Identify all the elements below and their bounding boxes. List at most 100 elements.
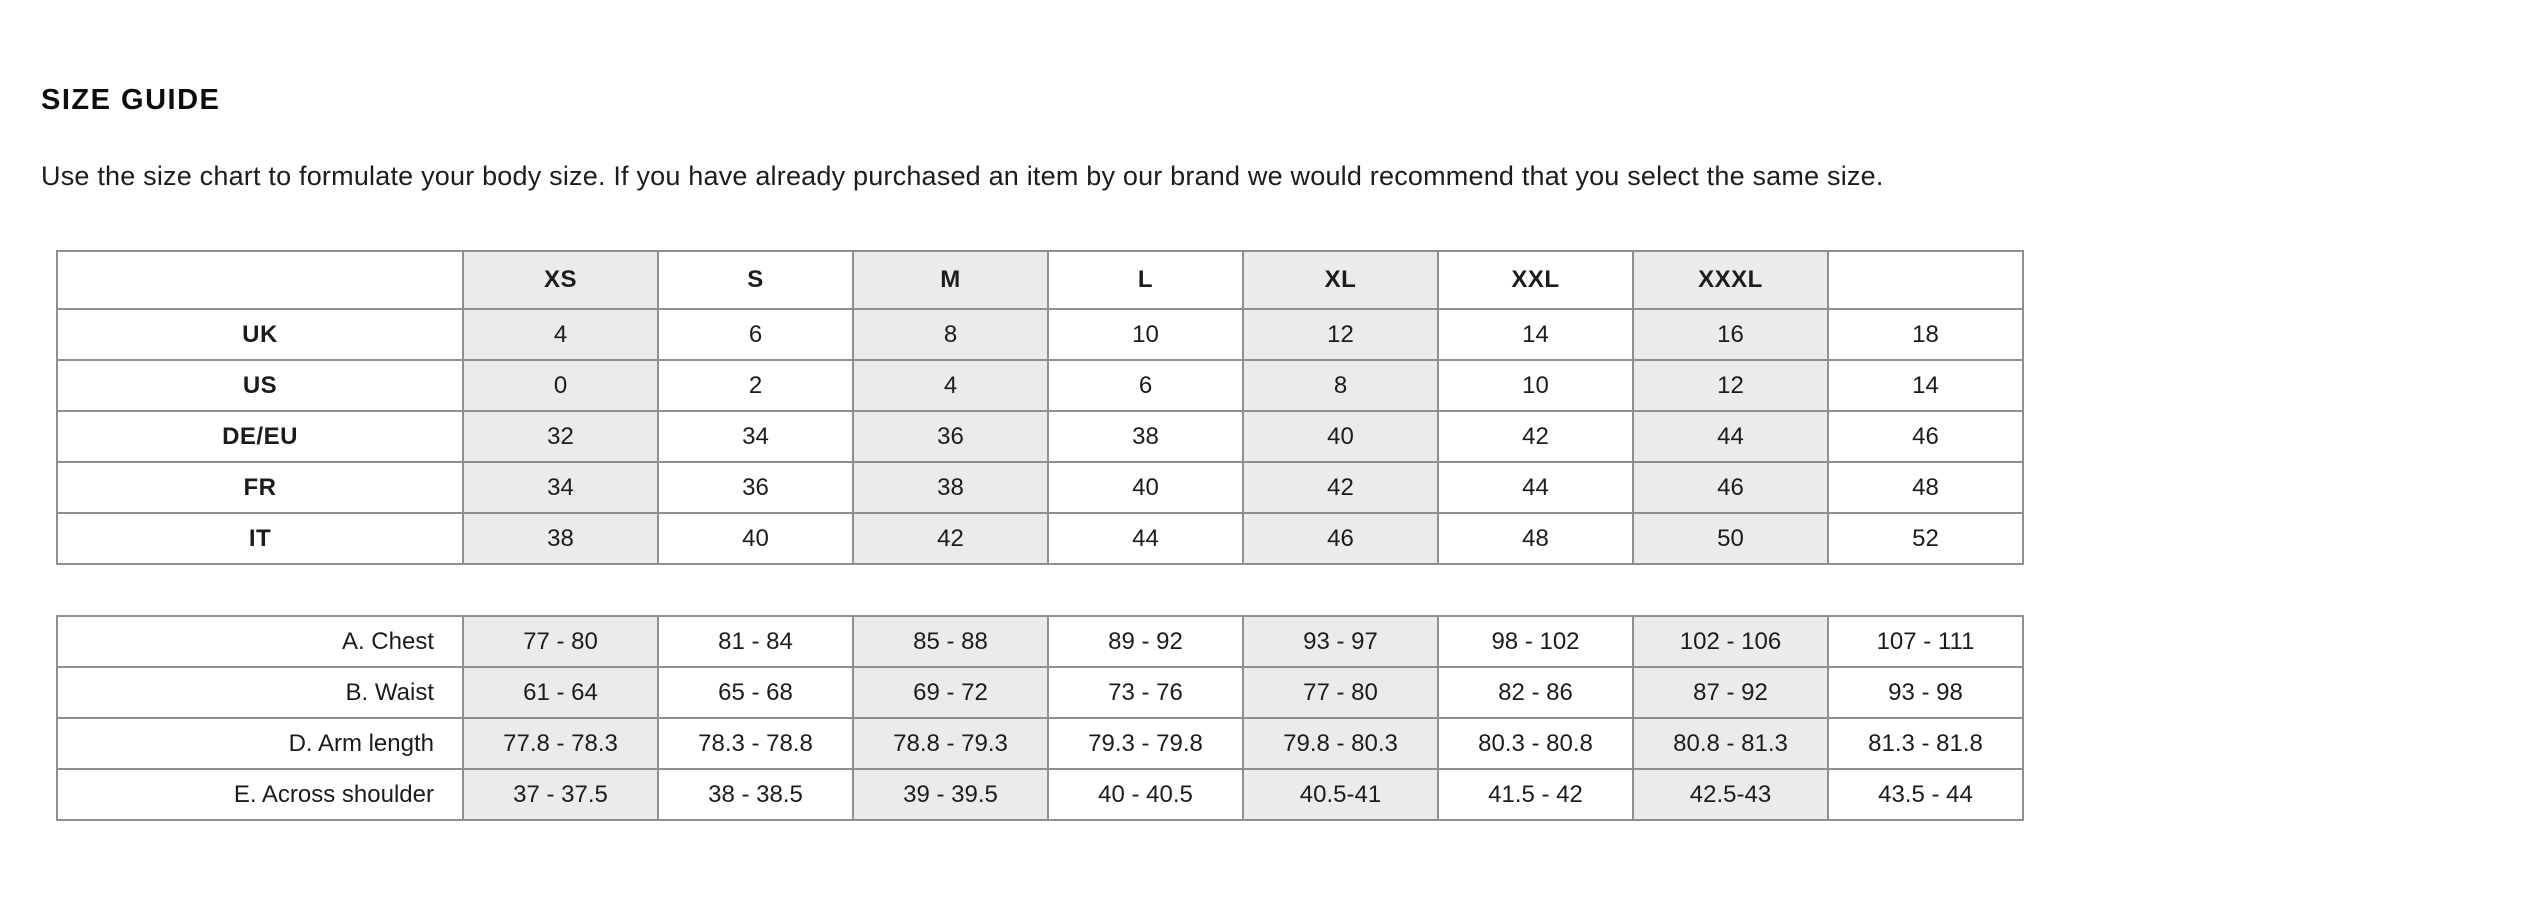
region-label: UK bbox=[56, 308, 464, 361]
size-column-header: M bbox=[852, 250, 1049, 310]
size-value-cell: 40 bbox=[1242, 410, 1439, 463]
size-value-cell: 12 bbox=[1632, 359, 1829, 412]
measurement-value-cell: 87 - 92 bbox=[1632, 666, 1829, 719]
size-value-cell: 14 bbox=[1437, 308, 1634, 361]
size-value-cell: 44 bbox=[1437, 461, 1634, 514]
measurement-value-cell: 79.8 - 80.3 bbox=[1242, 717, 1439, 770]
size-guide-page: SIZE GUIDE Use the size chart to formula… bbox=[41, 84, 2024, 821]
size-value-cell: 32 bbox=[462, 410, 659, 463]
size-value-cell: 48 bbox=[1827, 461, 2024, 514]
measurement-value-cell: 107 - 111 bbox=[1827, 615, 2024, 668]
body-measurement-table: A. Chest 77 - 80 81 - 84 85 - 88 89 - 92 93 -… bbox=[56, 615, 2024, 821]
size-value-cell: 52 bbox=[1827, 512, 2024, 565]
measurement-value-cell: 98 - 102 bbox=[1437, 615, 1634, 668]
measurement-value-cell: 42.5-43 bbox=[1632, 768, 1829, 821]
region-label: IT bbox=[56, 512, 464, 565]
size-value-cell: 34 bbox=[657, 410, 854, 463]
size-header-row: XS S M L XL XXL XXXL bbox=[56, 250, 2024, 310]
measurement-value-cell: 37 - 37.5 bbox=[462, 768, 659, 821]
size-value-cell: 38 bbox=[462, 512, 659, 565]
size-column-header: XXXL bbox=[1632, 250, 1829, 310]
size-value-cell: 2 bbox=[657, 359, 854, 412]
measurement-value-cell: 39 - 39.5 bbox=[852, 768, 1049, 821]
size-value-cell: 10 bbox=[1047, 308, 1244, 361]
measurement-value-cell: 61 - 64 bbox=[462, 666, 659, 719]
measurement-value-cell: 78.8 - 79.3 bbox=[852, 717, 1049, 770]
size-value-cell: 48 bbox=[1437, 512, 1634, 565]
table-row: US 0 2 4 6 8 10 12 14 bbox=[56, 359, 2024, 412]
intro-text: Use the size chart to formulate your bod… bbox=[41, 161, 1884, 191]
size-value-cell: 40 bbox=[1047, 461, 1244, 514]
size-value-cell: 10 bbox=[1437, 359, 1634, 412]
region-label: US bbox=[56, 359, 464, 412]
size-value-cell: 0 bbox=[462, 359, 659, 412]
measurement-value-cell: 38 - 38.5 bbox=[657, 768, 854, 821]
size-value-cell: 6 bbox=[1047, 359, 1244, 412]
measurement-value-cell: 93 - 97 bbox=[1242, 615, 1439, 668]
table-row: B. Waist 61 - 64 65 - 68 69 - 72 73 - 76 77 -… bbox=[56, 666, 2024, 719]
measurement-value-cell: 81.3 - 81.8 bbox=[1827, 717, 2024, 770]
size-column-header: S bbox=[657, 250, 854, 310]
empty-header-cell bbox=[1827, 250, 2024, 310]
measurement-value-cell: 78.3 - 78.8 bbox=[657, 717, 854, 770]
table-row: A. Chest 77 - 80 81 - 84 85 - 88 89 - 92 93 -… bbox=[56, 615, 2024, 668]
size-value-cell: 8 bbox=[852, 308, 1049, 361]
size-value-cell: 44 bbox=[1047, 512, 1244, 565]
measurement-value-cell: 77 - 80 bbox=[1242, 666, 1439, 719]
size-value-cell: 44 bbox=[1632, 410, 1829, 463]
page-title: SIZE GUIDE bbox=[41, 84, 221, 116]
size-value-cell: 6 bbox=[657, 308, 854, 361]
table-row: DE/EU 32 34 36 38 40 42 44 46 bbox=[56, 410, 2024, 463]
size-conversion-table: XS S M L XL XXL XXXL UK 4 6 8 10 12 14 16 18 US 0 2 4 6 8 10 1… bbox=[56, 250, 2024, 565]
measurement-value-cell: 80.3 - 80.8 bbox=[1437, 717, 1634, 770]
size-value-cell: 38 bbox=[852, 461, 1049, 514]
table-row: UK 4 6 8 10 12 14 16 18 bbox=[56, 308, 2024, 361]
size-column-header: L bbox=[1047, 250, 1244, 310]
measurement-value-cell: 77.8 - 78.3 bbox=[462, 717, 659, 770]
measurement-value-cell: 81 - 84 bbox=[657, 615, 854, 668]
measurement-value-cell: 85 - 88 bbox=[852, 615, 1049, 668]
size-value-cell: 38 bbox=[1047, 410, 1244, 463]
measurement-value-cell: 69 - 72 bbox=[852, 666, 1049, 719]
size-column-header: XL bbox=[1242, 250, 1439, 310]
measurement-value-cell: 89 - 92 bbox=[1047, 615, 1244, 668]
size-value-cell: 34 bbox=[462, 461, 659, 514]
table-row: E. Across shoulder 37 - 37.5 38 - 38.5 39 -… bbox=[56, 768, 2024, 821]
size-value-cell: 4 bbox=[852, 359, 1049, 412]
measurement-value-cell: 77 - 80 bbox=[462, 615, 659, 668]
size-value-cell: 8 bbox=[1242, 359, 1439, 412]
measurement-value-cell: 40 - 40.5 bbox=[1047, 768, 1244, 821]
measurement-value-cell: 40.5-41 bbox=[1242, 768, 1439, 821]
size-value-cell: 42 bbox=[852, 512, 1049, 565]
measurement-value-cell: 93 - 98 bbox=[1827, 666, 2024, 719]
table-row: IT 38 40 42 44 46 48 50 52 bbox=[56, 512, 2024, 565]
size-value-cell: 46 bbox=[1632, 461, 1829, 514]
size-value-cell: 36 bbox=[852, 410, 1049, 463]
size-value-cell: 42 bbox=[1242, 461, 1439, 514]
measurement-label: E. Across shoulder bbox=[56, 768, 464, 821]
size-value-cell: 50 bbox=[1632, 512, 1829, 565]
size-value-cell: 42 bbox=[1437, 410, 1634, 463]
size-value-cell: 36 bbox=[657, 461, 854, 514]
region-label: DE/EU bbox=[56, 410, 464, 463]
size-value-cell: 4 bbox=[462, 308, 659, 361]
measurement-label: B. Waist bbox=[56, 666, 464, 719]
size-value-cell: 14 bbox=[1827, 359, 2024, 412]
measurement-value-cell: 41.5 - 42 bbox=[1437, 768, 1634, 821]
empty-header-cell bbox=[56, 250, 464, 310]
size-value-cell: 40 bbox=[657, 512, 854, 565]
region-label: FR bbox=[56, 461, 464, 514]
size-value-cell: 12 bbox=[1242, 308, 1439, 361]
measurement-value-cell: 102 - 106 bbox=[1632, 615, 1829, 668]
size-value-cell: 46 bbox=[1827, 410, 2024, 463]
table-row: D. Arm length 77.8 - 78.3 78.3 - 78.8 78.8 … bbox=[56, 717, 2024, 770]
size-column-header: XXL bbox=[1437, 250, 1634, 310]
measurement-value-cell: 79.3 - 79.8 bbox=[1047, 717, 1244, 770]
measurement-label: A. Chest bbox=[56, 615, 464, 668]
measurement-value-cell: 73 - 76 bbox=[1047, 666, 1244, 719]
measurement-value-cell: 43.5 - 44 bbox=[1827, 768, 2024, 821]
measurement-value-cell: 80.8 - 81.3 bbox=[1632, 717, 1829, 770]
measurement-value-cell: 65 - 68 bbox=[657, 666, 854, 719]
size-table-body: UK 4 6 8 10 12 14 16 18 US 0 2 4 6 8 10 12 14 DE/EU 32 34 36 3… bbox=[56, 308, 2024, 565]
size-value-cell: 18 bbox=[1827, 308, 2024, 361]
